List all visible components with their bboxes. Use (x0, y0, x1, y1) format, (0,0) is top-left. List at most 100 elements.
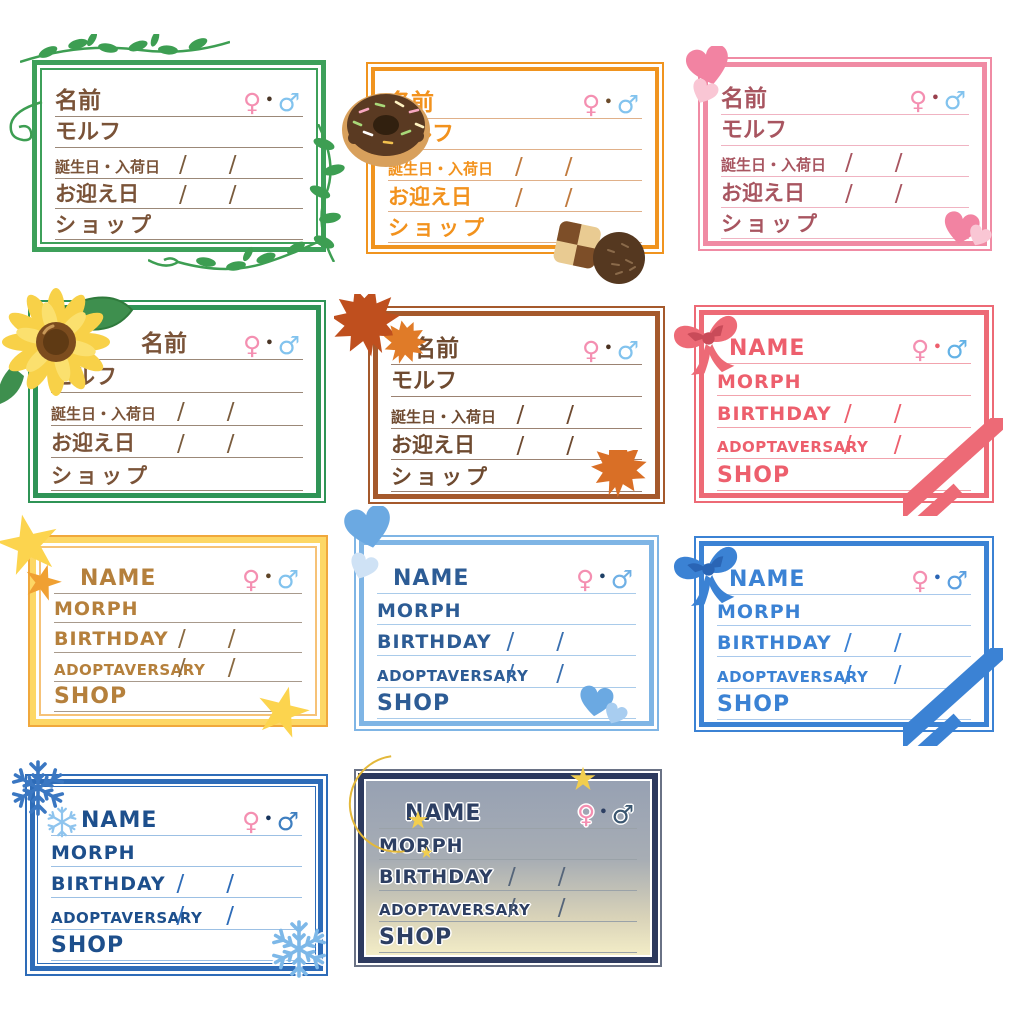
card-moon: NAME ♀ • ♂ MORPH BIRTHDAY / / ADOPTAVERSARY… (354, 769, 662, 967)
shop-label: SHOP (51, 932, 125, 958)
date-slashes: / / (177, 873, 235, 896)
slash: / (515, 185, 523, 211)
adoptaversary-row: ADOPTAVERSARY / / (377, 656, 636, 688)
gender-symbols: ♀ • ♂ (243, 90, 300, 115)
birthday-label: BIRTHDAY (379, 866, 494, 888)
gender-symbols: ♀ • ♂ (242, 567, 299, 592)
separator-dot: • (265, 93, 274, 109)
slash: / (894, 181, 903, 207)
birthday-row: BIRTHDAY / / (717, 396, 971, 428)
slash: / (893, 400, 902, 427)
shop-label: ショップ (51, 464, 151, 489)
female-icon: ♀ (241, 806, 261, 836)
name-label: NAME (393, 565, 470, 591)
shop-label: ショップ (55, 213, 155, 238)
morph-row: モルフ (55, 117, 303, 149)
birthday-row: 誕生日・入荷日 / / (721, 146, 969, 177)
card-star: NAME ♀ • ♂ MORPH BIRTHDAY / / ADOPTAVERSARY… (28, 535, 328, 727)
date-slashes: / / (177, 904, 235, 928)
name-row: NAME ♀ • ♂ (717, 548, 971, 595)
female-icon: ♀ (908, 86, 928, 115)
name-label: NAME (80, 565, 157, 591)
morph-row: MORPH (54, 594, 302, 624)
male-icon: ♂ (277, 331, 300, 361)
date-slashes: / / (508, 897, 566, 920)
name-row: 名前 ♀ • ♂ (388, 73, 642, 119)
birthday-row: BIRTHDAY / / (717, 626, 971, 658)
separator-dot: • (599, 805, 608, 820)
slash: / (845, 181, 853, 207)
name-row: 名前 ♀ • ♂ (55, 72, 303, 118)
slash: / (516, 433, 525, 460)
adoptaversary-row: お迎え日 / / (391, 429, 642, 461)
slash: / (844, 630, 852, 657)
slash: / (178, 655, 186, 682)
slash: / (845, 150, 853, 176)
shop-label: ショップ (391, 465, 491, 490)
adoptaversary-row: お迎え日 / / (55, 179, 303, 210)
morph-label: MORPH (717, 370, 802, 393)
slash: / (177, 398, 185, 425)
adoptaversary-label: ADOPTAVERSARY (717, 667, 869, 686)
adoptaversary-label: お迎え日 (55, 182, 139, 207)
date-slashes: / / (844, 632, 902, 655)
shop-row: ショップ (388, 212, 642, 243)
name-label: NAME (81, 807, 158, 833)
male-icon: ♂ (610, 564, 633, 594)
slash: / (226, 431, 235, 458)
gender-symbols: ♀ • ♂ (582, 338, 639, 363)
female-icon: ♀ (575, 564, 595, 594)
separator-dot: • (933, 570, 942, 586)
date-slashes: / / (515, 156, 573, 179)
card-vine: 名前 ♀ • ♂ モルフ 誕生日・入荷日 / / お迎え日 / / ショップ (32, 60, 326, 252)
morph-row: MORPH (377, 594, 636, 625)
name-label: 名前 (413, 336, 459, 363)
gender-symbols: ♀ • ♂ (577, 802, 634, 827)
slash: / (893, 432, 902, 459)
name-label: 名前 (141, 331, 187, 358)
adoptaversary-row: お迎え日 / / (51, 426, 303, 459)
date-slashes: / / (179, 184, 237, 207)
date-slashes: / / (844, 663, 902, 687)
gender-symbols: ♀ • ♂ (576, 567, 633, 592)
slash: / (178, 625, 186, 652)
name-row: NAME ♀ • ♂ (717, 317, 971, 365)
morph-label: MORPH (51, 841, 136, 864)
adoptaversary-label: お迎え日 (721, 181, 805, 205)
separator-dot: • (264, 569, 273, 585)
morph-label: モルフ (388, 122, 455, 147)
birthday-row: 誕生日・入荷日 / / (391, 397, 642, 429)
birthday-row: 誕生日・入荷日 / / (51, 393, 303, 426)
card-snowflake: NAME ♀ • ♂ MORPH BIRTHDAY / / ADOPTAVERSARY… (25, 774, 328, 976)
male-icon: ♂ (277, 88, 300, 118)
separator-dot: • (931, 91, 940, 106)
morph-label: モルフ (391, 368, 458, 394)
female-icon: ♀ (576, 800, 596, 829)
morph-label: MORPH (377, 599, 462, 622)
slash: / (844, 432, 852, 459)
shop-row: ショップ (51, 458, 303, 492)
shop-row: SHOP (51, 930, 302, 961)
slash: / (557, 864, 566, 890)
male-icon: ♂ (611, 800, 634, 829)
name-row: NAME ♀ • ♂ (377, 547, 636, 594)
morph-row: MORPH (717, 364, 971, 396)
shop-label: ショップ (388, 216, 488, 240)
shop-label: ショップ (721, 212, 821, 236)
adoptaversary-label: お迎え日 (388, 185, 472, 209)
female-icon: ♀ (241, 564, 261, 594)
shop-row: SHOP (377, 688, 636, 719)
female-icon: ♀ (242, 331, 262, 361)
shop-row: ショップ (55, 209, 303, 241)
slash: / (893, 630, 902, 657)
slash: / (228, 151, 237, 178)
shop-row: SHOP (379, 922, 637, 953)
slash: / (179, 151, 187, 178)
name-row: 名前 ♀ • ♂ (721, 69, 969, 115)
slash: / (564, 185, 573, 211)
birthday-label: 誕生日・入荷日 (388, 160, 494, 178)
adoptaversary-label: ADOPTAVERSARY (717, 438, 869, 457)
gender-symbols: ♀ • ♂ (911, 337, 968, 362)
date-slashes: / / (508, 866, 566, 889)
